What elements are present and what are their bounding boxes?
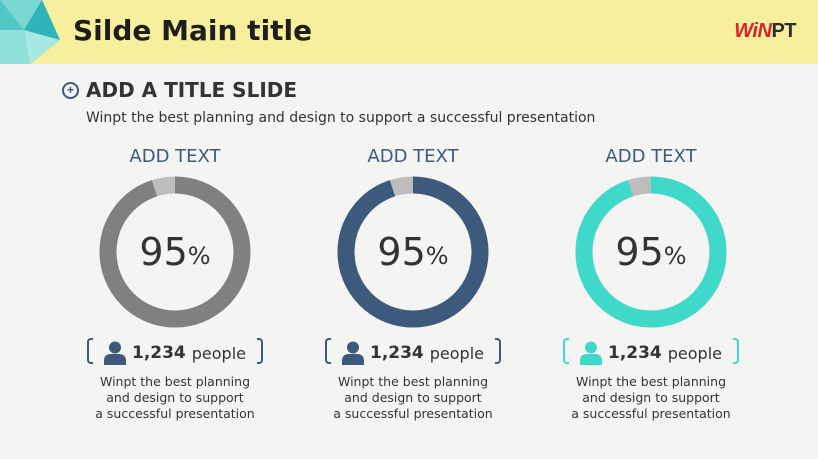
plus-circle-icon: + xyxy=(62,81,79,99)
card-description: Winpt the best planning and design to sup… xyxy=(551,374,751,422)
bracket-right xyxy=(733,338,739,364)
donut-chart: 95% xyxy=(337,176,489,328)
description-line: Winpt the best planning xyxy=(575,374,727,389)
section-subtitle: Winpt the best planning and design to su… xyxy=(86,110,596,126)
percent-label: 95% xyxy=(99,176,251,328)
bracket-right xyxy=(495,338,501,364)
donut-svg xyxy=(99,176,251,328)
person-icon xyxy=(103,341,126,365)
people-count-row: 1,234 people xyxy=(563,338,739,368)
percent-sign: % xyxy=(187,242,211,270)
description-line: and design to support xyxy=(106,390,244,405)
person-icon xyxy=(341,341,364,365)
percent-label: 95% xyxy=(337,176,489,328)
bracket-left xyxy=(563,338,569,364)
description-line: and design to support xyxy=(582,390,720,405)
people-unit: people xyxy=(667,343,722,363)
description-line: a successful presentation xyxy=(333,406,493,421)
people-unit: people xyxy=(429,343,484,363)
percent-sign: % xyxy=(663,242,687,270)
donut-value-arc xyxy=(337,176,489,328)
card-title: ADD TEXT xyxy=(605,146,697,167)
donut-svg xyxy=(337,176,489,328)
card-description: Winpt the best planning and design to sup… xyxy=(313,374,513,422)
donut-value-arc xyxy=(99,176,251,328)
section-header: + ADD A TITLE SLIDE xyxy=(62,78,297,102)
percent-value: 95 xyxy=(139,230,188,274)
section-title: ADD A TITLE SLIDE xyxy=(86,78,298,102)
description-line: Winpt the best planning xyxy=(337,374,489,389)
card-title: ADD TEXT xyxy=(367,146,459,167)
logo-pt: PT xyxy=(771,20,796,42)
percent-sign: % xyxy=(425,242,449,270)
people-count-row: 1,234 people xyxy=(325,338,501,368)
people-count: 1,234 xyxy=(369,343,424,363)
people-unit: people xyxy=(191,343,246,363)
people-count: 1,234 xyxy=(607,343,662,363)
people-count-row: 1,234 people xyxy=(87,338,263,368)
brand-logo: WiNPT xyxy=(734,20,796,43)
description-line: a successful presentation xyxy=(95,406,255,421)
donut-value-arc xyxy=(575,176,727,328)
description-line: a successful presentation xyxy=(571,406,731,421)
logo-win: WiN xyxy=(734,20,772,42)
stat-card: ADD TEXT 95% 1,234 people xyxy=(313,146,513,422)
donut-svg xyxy=(575,176,727,328)
donut-chart: 95% xyxy=(575,176,727,328)
page-title: Silde Main title xyxy=(73,14,313,47)
header-decoration xyxy=(0,0,60,64)
header-bar: Silde Main title WiNPT xyxy=(0,0,818,64)
description-line: Winpt the best planning xyxy=(99,374,251,389)
percent-value: 95 xyxy=(615,230,664,274)
description-line: and design to support xyxy=(344,390,482,405)
stat-card: ADD TEXT 95% 1,234 people xyxy=(551,146,751,422)
percent-label: 95% xyxy=(575,176,727,328)
donut-chart: 95% xyxy=(99,176,251,328)
bracket-right xyxy=(257,338,263,364)
bracket-left xyxy=(87,338,93,364)
people-count: 1,234 xyxy=(131,343,186,363)
bracket-left xyxy=(325,338,331,364)
percent-value: 95 xyxy=(377,230,426,274)
card-title: ADD TEXT xyxy=(129,146,221,167)
person-icon xyxy=(579,341,602,365)
card-description: Winpt the best planning and design to sup… xyxy=(75,374,275,422)
stat-card: ADD TEXT 95% 1,234 people xyxy=(75,146,275,422)
